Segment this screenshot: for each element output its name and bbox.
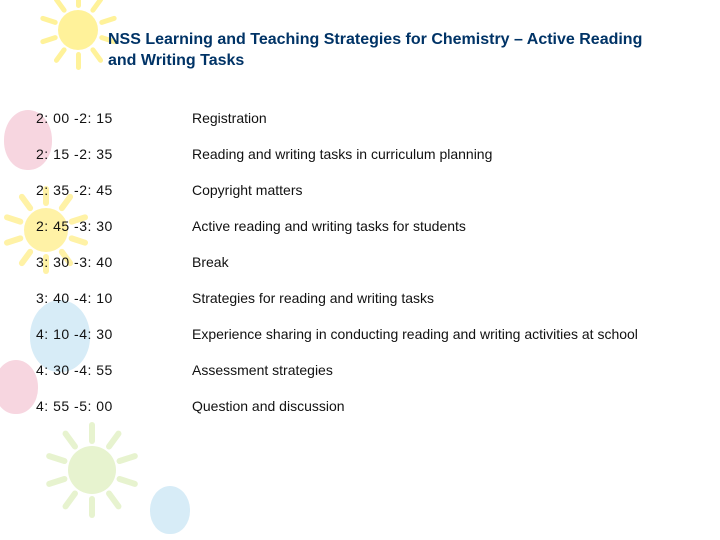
schedule-item: Strategies for reading and writing tasks	[192, 280, 692, 316]
schedule-item: Reading and writing tasks in curriculum …	[192, 136, 692, 172]
table-row: 4: 10 -4: 30Experience sharing in conduc…	[36, 316, 692, 352]
schedule-time: 3: 30 -3: 40	[36, 244, 192, 280]
schedule-time: 4: 10 -4: 30	[36, 316, 192, 352]
page-title: NSS Learning and Teaching Strategies for…	[108, 30, 668, 72]
schedule-time: 2: 35 -2: 45	[36, 172, 192, 208]
schedule-time: 4: 55 -5: 00	[36, 388, 192, 424]
table-row: 2: 35 -2: 45Copyright matters	[36, 172, 692, 208]
table-row: 3: 30 -3: 40Break	[36, 244, 692, 280]
table-row: 4: 55 -5: 00Question and discussion	[36, 388, 692, 424]
table-row: 4: 30 -4: 55Assessment strategies	[36, 352, 692, 388]
slide-container: NSS Learning and Teaching Strategies for…	[0, 0, 720, 540]
schedule-time: 2: 15 -2: 35	[36, 136, 192, 172]
schedule-item: Active reading and writing tasks for stu…	[192, 208, 692, 244]
table-row: 2: 15 -2: 35Reading and writing tasks in…	[36, 136, 692, 172]
schedule-item: Assessment strategies	[192, 352, 692, 388]
table-row: 3: 40 -4: 10Strategies for reading and w…	[36, 280, 692, 316]
table-row: 2: 45 -3: 30Active reading and writing t…	[36, 208, 692, 244]
schedule-item: Copyright matters	[192, 172, 692, 208]
schedule-time: 2: 45 -3: 30	[36, 208, 192, 244]
schedule-table: 2: 00 -2: 15Registration2: 15 -2: 35Read…	[36, 100, 692, 424]
schedule-item: Experience sharing in conducting reading…	[192, 316, 692, 352]
schedule-time: 4: 30 -4: 55	[36, 352, 192, 388]
schedule-item: Question and discussion	[192, 388, 692, 424]
schedule-time: 2: 00 -2: 15	[36, 100, 192, 136]
table-row: 2: 00 -2: 15Registration	[36, 100, 692, 136]
schedule-item: Registration	[192, 100, 692, 136]
schedule-time: 3: 40 -4: 10	[36, 280, 192, 316]
schedule-item: Break	[192, 244, 692, 280]
